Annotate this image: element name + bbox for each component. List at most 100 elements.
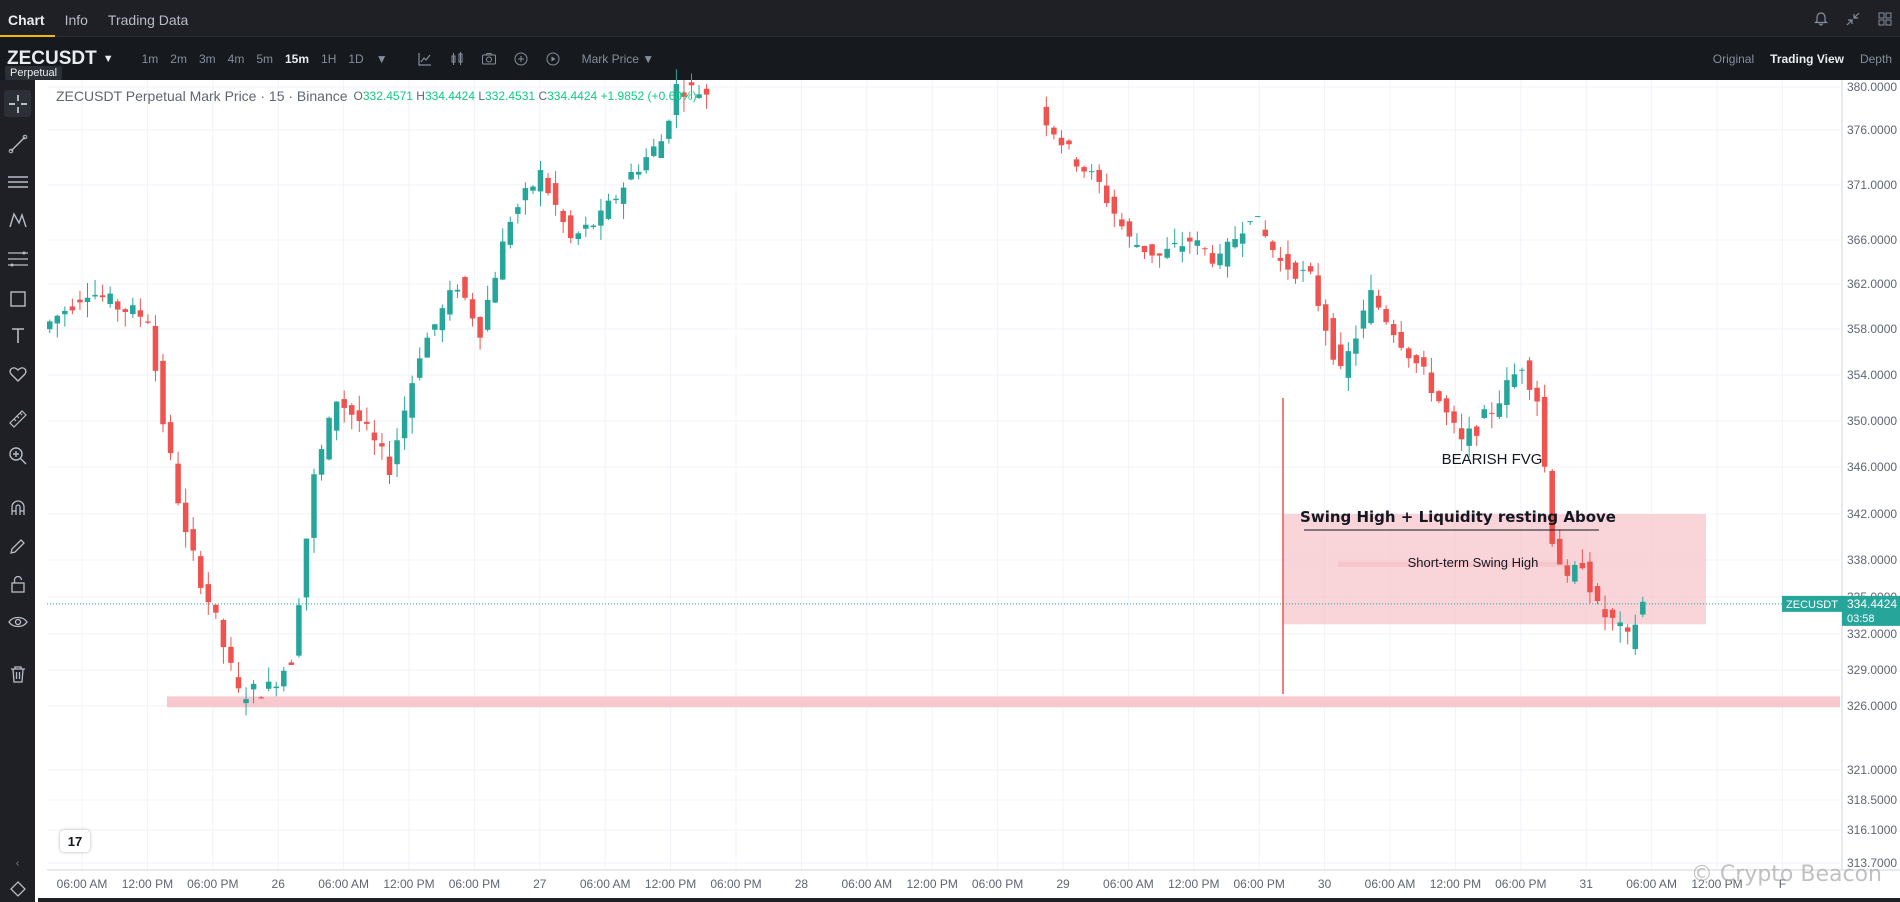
collapse-toolbar-icon[interactable]: ‹ [15, 858, 20, 869]
swing-high-label: Swing High + Liquidity resting Above [1300, 508, 1616, 526]
candle-body [333, 401, 340, 431]
bell-icon[interactable] [1812, 10, 1830, 28]
eye-icon[interactable] [4, 608, 31, 635]
trend-line-icon[interactable] [4, 130, 31, 157]
interval-3m[interactable]: 3m [198, 51, 216, 66]
interval-15m[interactable]: 15m [284, 51, 310, 66]
x-tick-label: 06:00 PM [1234, 877, 1285, 891]
candle-body [1511, 374, 1518, 388]
candle-body [318, 449, 325, 475]
candle-body [1330, 318, 1336, 360]
candle-body [1451, 411, 1457, 423]
interval-5m[interactable]: 5m [256, 51, 273, 66]
candle-body [447, 290, 453, 315]
interval-4m[interactable]: 4m [227, 51, 245, 66]
fib-icon[interactable] [4, 245, 31, 272]
candle-body [492, 277, 498, 303]
candle-body [643, 157, 649, 171]
camera-icon[interactable] [480, 50, 498, 68]
candle-body [1617, 622, 1623, 627]
candle-body [560, 210, 566, 222]
trash-icon[interactable] [4, 660, 31, 687]
horizontal-scrollbar[interactable] [38, 898, 1900, 902]
x-tick-label: 06:00 AM [580, 877, 631, 891]
add-circle-icon[interactable] [512, 50, 530, 68]
candle-body [167, 422, 174, 454]
text-icon[interactable] [4, 322, 31, 349]
interval-1h[interactable]: 1H [321, 51, 337, 66]
ruler-icon[interactable] [4, 405, 31, 432]
y-tick-label: 346.0000 [1847, 460, 1897, 474]
symbol-price-tag [1782, 595, 1842, 612]
candle-body [1217, 253, 1223, 266]
candle-body [1277, 257, 1284, 261]
pencil-lock-icon[interactable] [4, 532, 31, 559]
candle-body [1481, 409, 1487, 418]
candle-body [107, 293, 113, 304]
lock-icon[interactable] [4, 570, 31, 597]
crosshair-icon[interactable] [4, 90, 31, 117]
watermark: © Crypto Beacon [1690, 862, 1882, 887]
candle-body [1594, 586, 1601, 602]
tab-trading-data[interactable]: Trading Data [107, 11, 189, 28]
candle-body [1088, 171, 1095, 173]
candle-body [500, 241, 506, 280]
candle-body [190, 529, 196, 551]
short-term-swing-label: Short-term Swing High [1408, 555, 1539, 570]
candle-body [92, 294, 98, 297]
candle-body [1443, 398, 1450, 413]
indicators-icon[interactable] [416, 50, 434, 68]
candle-body [537, 170, 544, 192]
candle-body [1119, 219, 1125, 227]
interval-1m[interactable]: 1m [141, 51, 159, 66]
candle-body [371, 432, 378, 441]
candle-body [1496, 403, 1503, 417]
candle-body [152, 325, 159, 371]
zoom-in-icon[interactable] [4, 442, 31, 469]
tab-chart[interactable]: Chart [0, 0, 55, 37]
interval-more-caret-icon[interactable]: ▼ [375, 51, 388, 66]
candle-body [1398, 331, 1404, 348]
candle-body [1081, 167, 1087, 172]
mark-price-selector[interactable]: Mark Price ▼ [582, 52, 655, 66]
interval-1d[interactable]: 1D [348, 51, 364, 66]
y-tick-label: 376.0000 [1847, 123, 1897, 137]
candle-body [1609, 609, 1616, 618]
candle-body [1179, 246, 1185, 252]
rectangle-icon[interactable] [4, 285, 31, 312]
candle-body [62, 310, 68, 315]
view-depth[interactable]: Depth [1859, 51, 1892, 66]
y-tick-label: 313.7000 [1847, 856, 1897, 870]
replay-icon[interactable] [544, 50, 562, 68]
candle-type-icon[interactable] [448, 50, 466, 68]
candle-body [1421, 357, 1427, 367]
collapse-icon[interactable] [1844, 10, 1862, 28]
candle-body [1270, 241, 1276, 251]
object-tree-icon[interactable] [4, 875, 31, 902]
view-original[interactable]: Original [1712, 51, 1755, 66]
x-tick-label: 31 [1580, 877, 1594, 891]
candle-body [77, 299, 83, 303]
candle-body [1504, 380, 1510, 406]
symbol-name: ZECUSDT [7, 47, 97, 69]
interval-2m[interactable]: 2m [170, 51, 187, 66]
grid-layout-icon[interactable] [1876, 10, 1894, 28]
candle-body [1043, 106, 1050, 126]
candle-body [409, 383, 415, 418]
candle-body [1247, 221, 1253, 223]
view-trading-view[interactable]: Trading View [1770, 51, 1844, 66]
candle-body [1572, 564, 1578, 582]
x-tick-label: 06:00 PM [1495, 877, 1546, 891]
candle-body [605, 200, 612, 219]
tradingview-logo[interactable]: 17 [60, 830, 90, 852]
candle-body [205, 584, 212, 603]
pattern-icon[interactable] [4, 206, 31, 233]
symbol-selector[interactable]: ZECUSDT ▼ [0, 41, 114, 77]
tab-info[interactable]: Info [64, 11, 88, 28]
magnet-icon[interactable] [4, 495, 31, 522]
heart-icon[interactable] [4, 360, 31, 387]
candle-body [416, 358, 423, 378]
horizontal-lines-icon[interactable] [4, 168, 31, 195]
candle-body [567, 215, 574, 239]
